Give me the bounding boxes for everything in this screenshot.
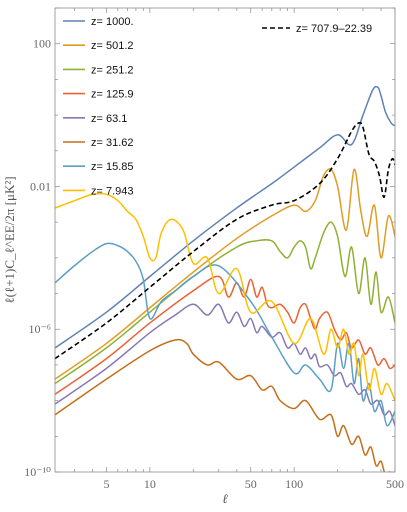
legend-label-8: z= 707.9–22.39 — [296, 23, 372, 35]
tick-marks — [55, 7, 396, 473]
series-line-1 — [55, 168, 395, 380]
legend-label-2: z= 251.2 — [91, 64, 134, 76]
y-tick-label: 10⁻¹⁰ — [24, 465, 51, 479]
legend-label-1: z= 501.2 — [91, 40, 134, 52]
y-axis-title: ℓ(ℓ+1)C_ℓ^EE/2π [μK²] — [2, 176, 17, 303]
x-axis-title: ℓ — [222, 491, 228, 506]
x-tick-label: 10 — [144, 477, 156, 491]
x-tick-label: 50 — [245, 477, 257, 491]
legend-label-5: z= 31.62 — [91, 137, 134, 149]
plot-frame — [54, 7, 396, 473]
series-line-5 — [55, 338, 391, 472]
series-line-7 — [55, 192, 395, 401]
legend-label-6: z= 15.85 — [91, 161, 134, 173]
y-tick-label: 10⁻⁶ — [28, 322, 51, 336]
legend: z= 1000. z= 501.2 z= 251.2 z= 125.9 z= 63.1 z… — [63, 16, 372, 197]
y-tick-label: 0.01 — [30, 179, 51, 193]
series-line-6 — [55, 242, 395, 427]
series-lines — [55, 85, 395, 472]
x-tick-label: 100 — [285, 477, 303, 491]
series-line-0 — [55, 85, 395, 349]
legend-label-7: z= 7.943 — [91, 185, 134, 197]
series-line-3 — [55, 275, 395, 395]
series-line-2 — [55, 221, 395, 385]
y-tick-label: 100 — [33, 37, 51, 51]
legend-label-4: z= 63.1 — [91, 113, 127, 125]
x-tick-label: 500 — [386, 477, 404, 491]
plot-area — [55, 8, 395, 472]
series-line-8 — [55, 121, 395, 360]
legend-label-3: z= 125.9 — [91, 89, 134, 101]
x-tick-label: 5 — [103, 477, 109, 491]
tick-labels: 5 10 50 100 500 100 0.01 10⁻⁶ 10⁻¹⁰ — [24, 37, 404, 491]
legend-label-0: z= 1000. — [91, 16, 134, 28]
